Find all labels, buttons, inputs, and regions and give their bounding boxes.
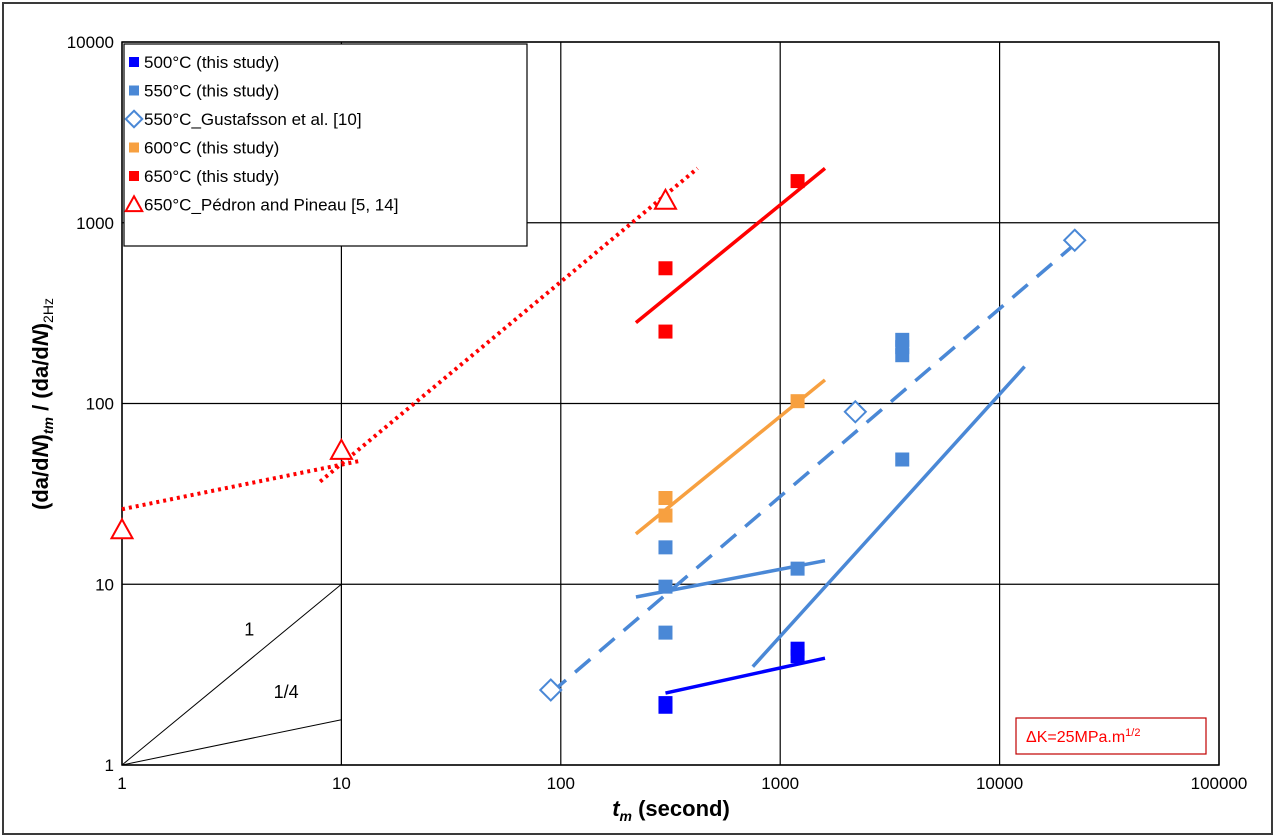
legend-marker-triangle-open (124, 194, 144, 213)
data-point-square-filled (658, 261, 673, 276)
y-title-sub2: 2Hz (40, 298, 56, 323)
legend-marker-diamond-open (124, 109, 144, 129)
legend-label: 550°C_Gustafsson et al. [10] (144, 110, 362, 129)
trend-line-dotted (121, 459, 360, 512)
y-title-part3: ) (28, 434, 53, 441)
legend-marker-square-filled (129, 171, 139, 181)
data-point-triangle-open (329, 437, 354, 460)
data-point-diamond-open (843, 399, 868, 424)
x-tick-label: 100 (547, 774, 575, 793)
legend-label: 500°C (this study) (144, 53, 279, 72)
trend-line-solid (634, 166, 827, 325)
data-point-square-filled (790, 641, 805, 656)
trend-line-solid (751, 365, 1026, 668)
data-point-triangle-open (653, 187, 678, 210)
data-point-square-filled (790, 561, 805, 576)
x-axis-title-t: t (612, 796, 621, 821)
data-markers (109, 174, 1087, 714)
slope-line (121, 719, 342, 766)
y-title-part1: (da/d (28, 457, 53, 510)
annotation-frame (1015, 717, 1207, 755)
annotation-box: ΔK=25MPa.m1/2 (1015, 717, 1207, 755)
legend: 500°C (this study) 550°C (this study) 550°… (123, 43, 528, 247)
x-tick-label: 1000 (761, 774, 799, 793)
trend-line-dashed (549, 242, 1076, 695)
data-point-triangle-open (109, 517, 135, 540)
slope-label: 1/4 (274, 682, 299, 702)
data-point-diamond-open (538, 678, 563, 702)
y-tick-label: 1000 (76, 214, 114, 233)
legend-label: 650°C_Pédron and Pineau [5, 14] (144, 196, 398, 215)
x-tick-label: 10 (332, 774, 351, 793)
y-title-N2: N (28, 329, 53, 346)
data-point-square-filled (658, 696, 673, 711)
legend-marker-square-filled (129, 142, 139, 153)
annotation-sup: 1/2 (1125, 727, 1140, 739)
trend-line-dotted (318, 166, 699, 484)
data-point-square-filled (658, 625, 673, 640)
x-tick-label: 10000 (976, 774, 1023, 793)
legend-label: 650°C (this study) (144, 167, 279, 186)
trend-line-solid (665, 656, 826, 695)
y-axis-title: (da/dN)tm / (da/dN)2Hz (28, 298, 56, 510)
legend-label: 550°C (this study) (144, 82, 279, 101)
x-axis-title-sub: m (620, 808, 632, 824)
legend-label: 600°C (this study) (144, 139, 279, 158)
y-title-part6: ) (28, 323, 53, 330)
data-point-diamond-open (1062, 228, 1087, 253)
x-axis-title-rest: (second) (632, 796, 730, 821)
data-point-square-filled (658, 491, 673, 506)
y-tick-label: 10000 (67, 33, 114, 52)
legend-box (123, 43, 528, 247)
x-tick-label: 1 (117, 774, 126, 793)
y-title-sub1: tm (40, 417, 56, 434)
y-axis-ticks: 1 10 100 1000 10000 (67, 33, 114, 775)
annotation-main: ΔK=25MPa.m (1026, 729, 1125, 746)
data-point-square-filled (658, 540, 673, 555)
data-point-square-filled (658, 579, 673, 594)
y-tick-label: 10 (95, 575, 114, 594)
legend-marker-square-filled (129, 57, 139, 67)
data-point-square-filled (658, 324, 673, 339)
slope-triangle: 1 1/4 (121, 583, 342, 766)
x-axis-ticks: 1 10 100 1000 10000 100000 (117, 774, 1247, 793)
y-tick-label: 1 (105, 756, 114, 775)
slope-label: 1 (244, 620, 254, 640)
y-tick-label: 100 (86, 395, 114, 414)
data-point-square-filled (895, 452, 910, 467)
slope-line (121, 583, 342, 766)
data-point-square-filled (895, 332, 910, 347)
data-point-square-filled (658, 508, 673, 523)
y-title-part4: / (da/d (28, 346, 53, 417)
legend-marker-square-filled (129, 85, 139, 96)
annotation-text: ΔK=25MPa.m1/2 (1026, 727, 1140, 746)
data-point-square-filled (790, 394, 805, 409)
x-tick-label: 100000 (1191, 774, 1248, 793)
x-axis-title: tm (second) (612, 796, 730, 824)
data-point-square-filled (790, 174, 805, 189)
y-title-N1: N (28, 440, 53, 457)
